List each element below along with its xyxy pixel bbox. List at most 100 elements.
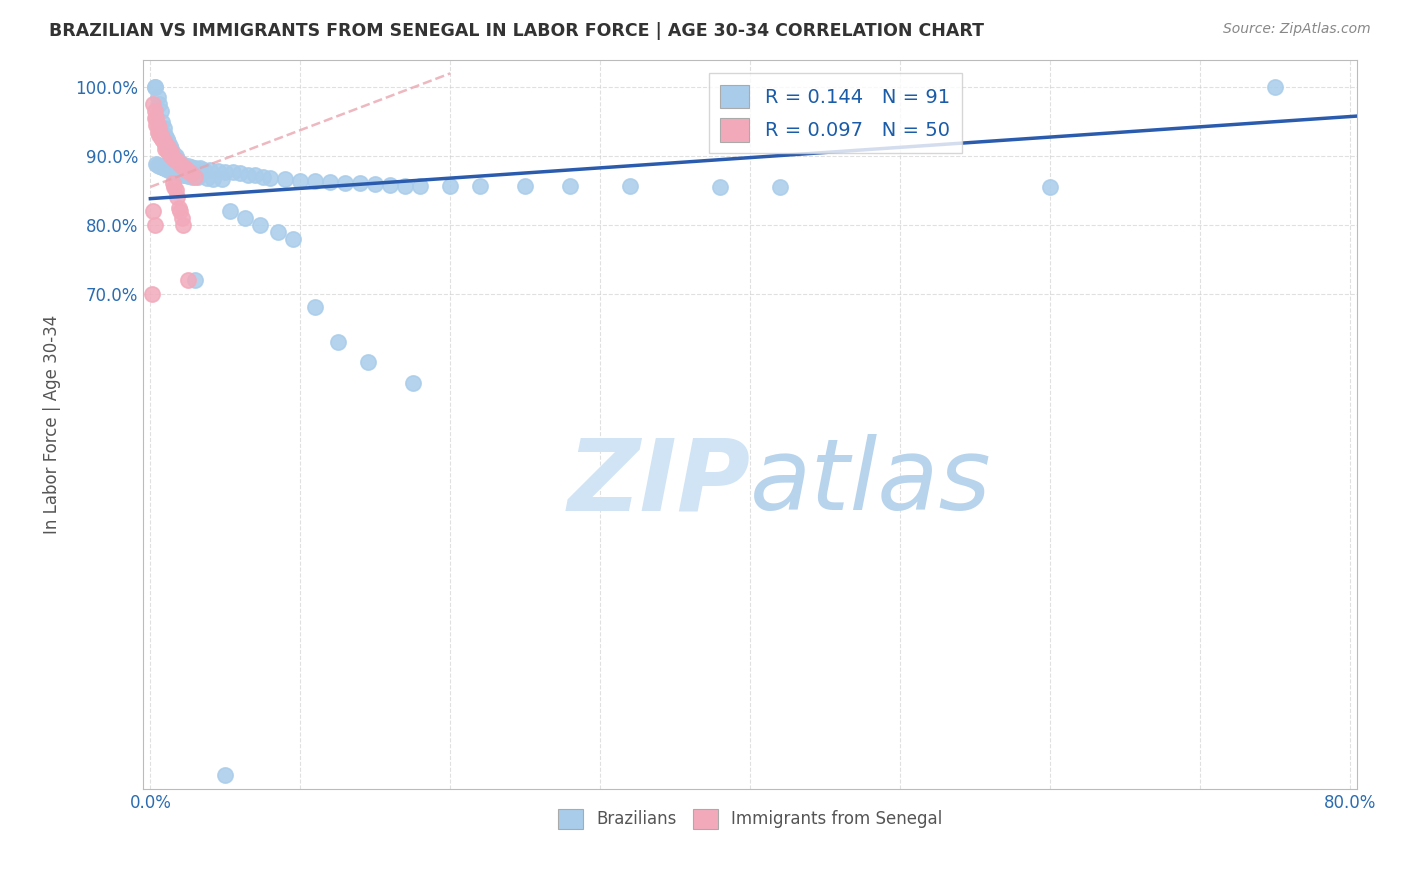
Point — [153, 161, 176, 175]
Point — [149, 104, 172, 119]
Point — [166, 153, 188, 167]
Point — [146, 125, 169, 139]
Point — [167, 166, 190, 180]
Point — [156, 144, 179, 158]
Point — [156, 138, 179, 153]
Point — [184, 273, 207, 287]
Point — [173, 159, 195, 173]
Point — [166, 154, 188, 169]
Point — [560, 179, 582, 194]
Point — [155, 128, 177, 143]
Point — [165, 183, 187, 197]
Point — [245, 168, 267, 182]
Point — [150, 132, 173, 146]
Point — [167, 156, 190, 170]
Point — [157, 141, 180, 155]
Point — [145, 157, 167, 171]
Point — [172, 158, 194, 172]
Point — [236, 168, 259, 182]
Point — [145, 118, 167, 132]
Point — [163, 149, 186, 163]
Point — [157, 135, 180, 149]
Point — [470, 179, 492, 194]
Point — [159, 146, 181, 161]
Point — [146, 90, 169, 104]
Point — [143, 80, 166, 95]
Point — [304, 174, 326, 188]
Point — [162, 145, 184, 160]
Point — [304, 301, 326, 315]
Point — [267, 225, 290, 239]
Point — [214, 165, 236, 179]
Point — [160, 164, 183, 178]
Point — [163, 152, 186, 166]
Point — [167, 156, 190, 170]
Point — [159, 138, 181, 153]
Point — [167, 201, 190, 215]
Point — [148, 97, 170, 112]
Text: BRAZILIAN VS IMMIGRANTS FROM SENEGAL IN LABOR FORCE | AGE 30-34 CORRELATION CHAR: BRAZILIAN VS IMMIGRANTS FROM SENEGAL IN … — [49, 22, 984, 40]
Point — [409, 179, 432, 194]
Point — [394, 178, 416, 193]
Point — [163, 180, 186, 194]
Point — [159, 163, 181, 178]
Point — [170, 167, 193, 181]
Point — [157, 162, 180, 177]
Point — [184, 161, 207, 175]
Point — [169, 204, 191, 219]
Point — [439, 179, 461, 194]
Point — [202, 171, 225, 186]
Point — [380, 178, 402, 192]
Point — [180, 160, 202, 174]
Point — [335, 176, 357, 190]
Point — [155, 142, 177, 156]
Point — [169, 167, 191, 181]
Point — [177, 159, 200, 173]
Point — [150, 132, 173, 146]
Point — [157, 145, 180, 159]
Point — [515, 179, 537, 194]
Point — [143, 218, 166, 232]
Point — [166, 166, 188, 180]
Point — [177, 273, 200, 287]
Point — [148, 128, 170, 143]
Point — [172, 168, 194, 182]
Point — [249, 218, 271, 232]
Point — [142, 204, 165, 219]
Point — [214, 768, 236, 782]
Point — [160, 145, 183, 160]
Point — [172, 160, 194, 174]
Point — [402, 376, 425, 390]
Point — [165, 149, 187, 163]
Point — [259, 171, 281, 186]
Text: Source: ZipAtlas.com: Source: ZipAtlas.com — [1223, 22, 1371, 37]
Point — [149, 128, 172, 143]
Point — [173, 161, 195, 176]
Point — [148, 159, 170, 173]
Point — [281, 231, 304, 245]
Point — [218, 204, 240, 219]
Point — [148, 121, 170, 136]
Point — [141, 286, 163, 301]
Point — [165, 165, 187, 179]
Point — [200, 163, 222, 178]
Point — [619, 179, 641, 194]
Point — [145, 111, 167, 125]
Point — [173, 168, 195, 182]
Point — [170, 159, 193, 173]
Point — [211, 172, 233, 186]
Point — [169, 157, 191, 171]
Point — [195, 171, 218, 186]
Point — [274, 172, 297, 186]
Point — [160, 142, 183, 156]
Point — [143, 111, 166, 125]
Point — [207, 164, 229, 178]
Point — [166, 190, 188, 204]
Text: atlas: atlas — [751, 434, 991, 532]
Point — [169, 156, 191, 170]
Point — [153, 135, 176, 149]
Point — [1264, 80, 1286, 95]
Point — [142, 97, 165, 112]
Point — [162, 150, 184, 164]
Point — [150, 114, 173, 128]
